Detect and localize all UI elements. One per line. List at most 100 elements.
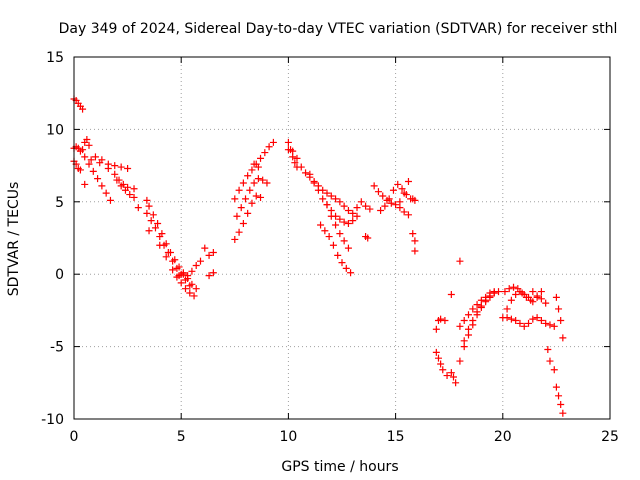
data-point bbox=[250, 179, 258, 187]
data-point bbox=[257, 154, 265, 162]
data-point bbox=[117, 163, 125, 171]
data-point bbox=[559, 334, 567, 342]
data-point bbox=[89, 167, 97, 175]
data-point bbox=[516, 319, 524, 327]
data-point bbox=[437, 315, 445, 323]
data-point bbox=[439, 366, 447, 374]
data-point bbox=[529, 288, 537, 296]
data-point bbox=[147, 217, 155, 225]
data-point bbox=[409, 230, 417, 238]
x-tick-label: 25 bbox=[601, 429, 619, 445]
data-point bbox=[512, 317, 520, 325]
data-point bbox=[177, 270, 185, 278]
data-point bbox=[319, 195, 327, 203]
series-arc-32 bbox=[460, 289, 498, 345]
data-point bbox=[411, 196, 419, 204]
data-point bbox=[533, 293, 541, 301]
data-point bbox=[456, 257, 464, 265]
data-point bbox=[486, 292, 494, 300]
data-point bbox=[106, 196, 114, 204]
data-point bbox=[347, 269, 355, 277]
data-point bbox=[377, 206, 385, 214]
data-point bbox=[449, 373, 457, 381]
y-tick-label: 15 bbox=[46, 50, 64, 66]
data-point bbox=[381, 202, 389, 210]
data-point bbox=[239, 179, 247, 187]
data-point bbox=[552, 293, 560, 301]
data-point bbox=[239, 220, 247, 228]
data-point bbox=[257, 193, 265, 201]
data-point bbox=[160, 241, 168, 249]
data-point bbox=[254, 175, 262, 183]
data-point bbox=[162, 253, 170, 261]
data-point bbox=[510, 283, 518, 291]
data-point bbox=[329, 241, 337, 249]
y-tick-label: -10 bbox=[41, 412, 64, 428]
y-tick-label: -5 bbox=[50, 340, 64, 356]
data-point bbox=[400, 208, 408, 216]
data-point bbox=[83, 136, 91, 144]
data-point bbox=[205, 251, 213, 259]
data-point bbox=[434, 354, 442, 362]
data-point bbox=[411, 247, 419, 255]
data-point bbox=[542, 299, 550, 307]
data-point bbox=[344, 220, 352, 228]
data-point bbox=[235, 228, 243, 236]
data-point bbox=[546, 357, 554, 365]
series-arc-28 bbox=[447, 290, 460, 387]
data-point bbox=[477, 302, 485, 310]
data-point bbox=[302, 169, 310, 177]
data-point bbox=[349, 217, 357, 225]
data-point bbox=[362, 202, 370, 210]
data-point bbox=[96, 159, 104, 167]
data-point bbox=[432, 325, 440, 333]
data-point bbox=[209, 248, 217, 256]
series-arc-18 bbox=[317, 221, 355, 277]
data-point bbox=[336, 198, 344, 206]
series-arc-6 bbox=[143, 196, 200, 293]
data-point bbox=[76, 147, 84, 155]
data-point bbox=[124, 164, 132, 172]
data-point bbox=[357, 198, 365, 206]
data-point bbox=[460, 317, 468, 325]
data-points bbox=[70, 95, 567, 417]
data-point bbox=[456, 322, 464, 330]
data-point bbox=[443, 372, 451, 380]
series-arc-26 bbox=[432, 315, 449, 333]
data-point bbox=[392, 201, 400, 209]
data-point bbox=[441, 317, 449, 325]
data-point bbox=[192, 262, 200, 270]
data-point bbox=[555, 305, 563, 313]
data-point bbox=[164, 248, 172, 256]
data-point bbox=[173, 264, 181, 272]
data-point bbox=[336, 230, 344, 238]
data-point bbox=[151, 224, 159, 232]
data-point bbox=[473, 308, 481, 316]
data-point bbox=[327, 212, 335, 220]
data-point bbox=[169, 266, 177, 274]
y-axis-label: SDTVAR / TECUs bbox=[6, 182, 22, 297]
data-point bbox=[196, 257, 204, 265]
data-point bbox=[557, 317, 565, 325]
axis-ticks: 0 5 10 15 20 25 -10 -5 0 5 10 15 bbox=[41, 50, 619, 445]
series-arc-8 bbox=[173, 273, 198, 300]
data-point bbox=[464, 325, 472, 333]
data-point bbox=[340, 202, 348, 210]
plot-frame bbox=[73, 56, 611, 420]
data-point bbox=[284, 138, 292, 146]
data-point bbox=[130, 193, 138, 201]
data-point bbox=[338, 259, 346, 267]
data-point bbox=[503, 314, 511, 322]
y-tick-label: 5 bbox=[55, 195, 64, 211]
data-point bbox=[233, 212, 241, 220]
data-point bbox=[205, 272, 213, 280]
data-point bbox=[325, 233, 333, 241]
data-point bbox=[154, 220, 162, 228]
data-point bbox=[334, 251, 342, 259]
data-point bbox=[306, 170, 314, 178]
data-point bbox=[284, 146, 292, 154]
data-point bbox=[76, 166, 84, 174]
data-point bbox=[385, 195, 393, 203]
data-point bbox=[201, 244, 209, 252]
data-point bbox=[156, 233, 164, 241]
